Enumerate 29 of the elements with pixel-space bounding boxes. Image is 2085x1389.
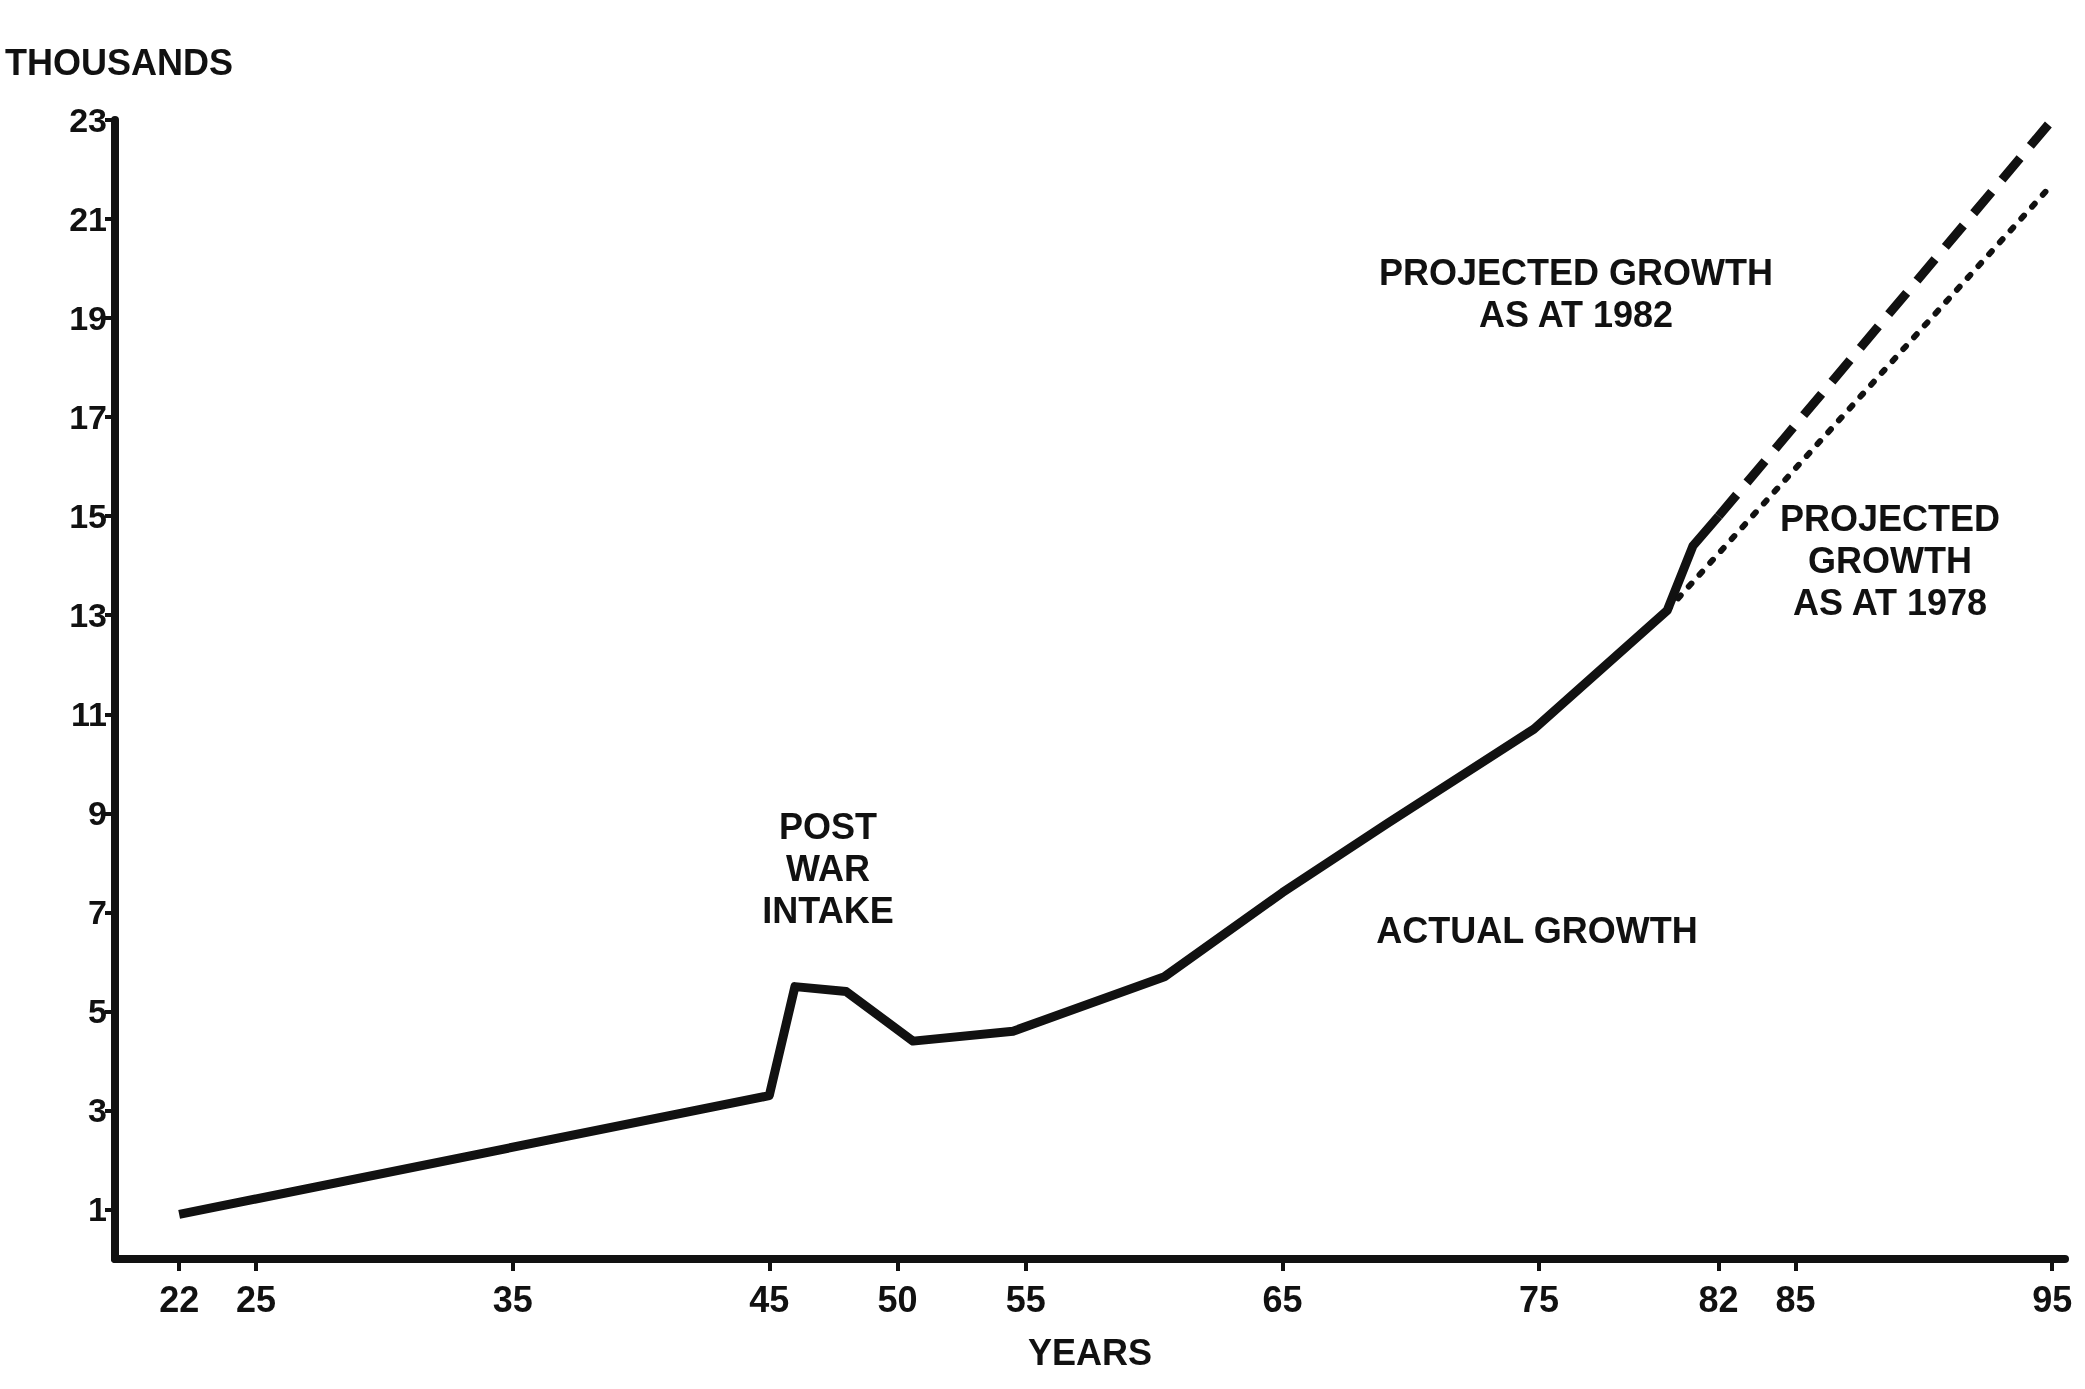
x-tick-label: 95 [2032,1278,2073,1320]
y-tick-label: 11 [71,695,107,734]
annotation: POST WAR INTAKE [762,805,894,931]
x-tick-label: 75 [1518,1278,1560,1320]
x-tick-label: 65 [1262,1278,1303,1320]
y-tick-label: 5 [88,992,107,1031]
x-tick-label: 82 [1698,1278,1739,1320]
x-tick-label: 50 [877,1278,918,1320]
y-tick-label: 9 [88,794,107,833]
annotation: PROJECTED GROWTH AS AT 1978 [1779,497,2001,623]
x-axis-title: YEARS [1027,1331,1153,1373]
y-tick-label: 19 [69,299,107,338]
y-tick-label: 13 [69,596,107,635]
y-tick-label: 17 [69,398,107,437]
y-tick-label: 23 [69,101,107,139]
y-axis-title: THOUSANDS [5,41,234,83]
y-tick-label: 3 [88,1091,107,1130]
x-tick-label: 25 [236,1278,277,1320]
x-tick-label: 55 [1005,1278,1046,1320]
y-tick-label: 1 [88,1190,107,1229]
x-tick-label: 22 [159,1278,200,1320]
y-tick-label: 15 [69,497,107,536]
y-tick-label: 7 [88,893,107,932]
annotation: PROJECTED GROWTH AS AT 1982 [1378,251,1774,335]
x-tick-label: 45 [749,1278,790,1320]
x-tick-label: 35 [492,1278,533,1320]
x-tick-label: 85 [1775,1278,1816,1320]
annotation: ACTUAL GROWTH [1376,909,1698,951]
y-tick-label: 21 [69,200,107,239]
